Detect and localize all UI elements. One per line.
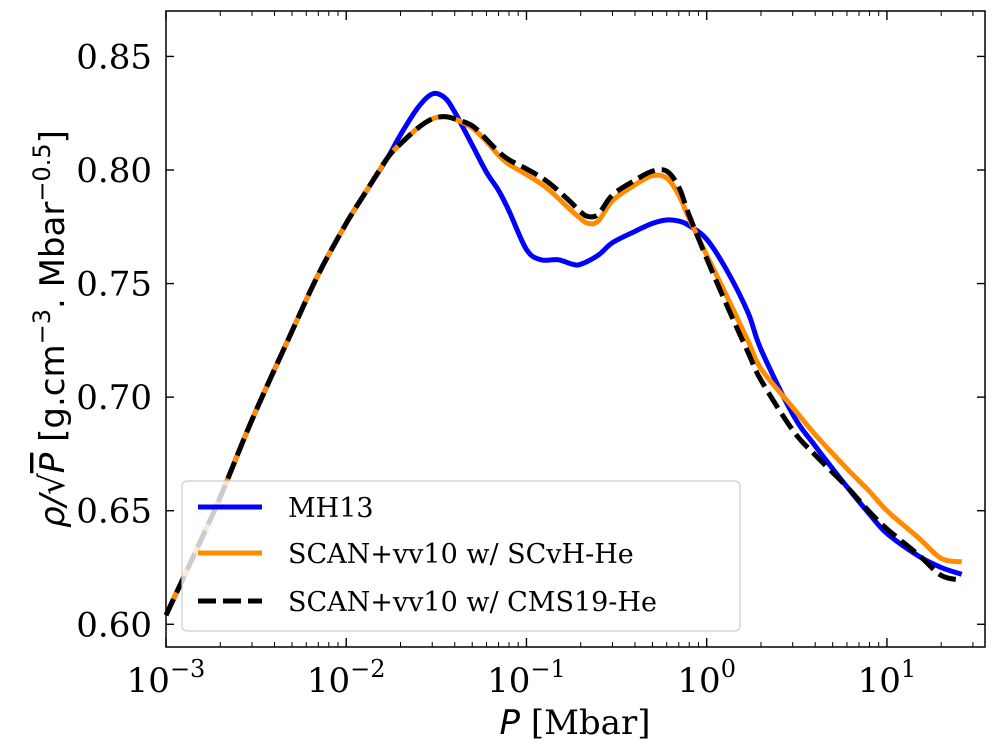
legend-box xyxy=(181,480,741,632)
x-tick-label-exp: 1 xyxy=(901,655,916,683)
plot-frame xyxy=(165,10,986,648)
legend-label-cms19: SCAN+vv10 w/ CMS19-He xyxy=(288,587,657,618)
y-axis-label-close: ] xyxy=(33,130,73,143)
y-tick-label: 0.80 xyxy=(76,151,152,191)
y-tick-label: 0.60 xyxy=(76,605,152,645)
y-axis-label-unit2: . Mbar xyxy=(33,202,73,309)
x-axis-label-symbol: P xyxy=(500,703,521,743)
y-tick-label: 0.65 xyxy=(76,492,152,532)
legend-label-mh13: MH13 xyxy=(288,493,374,524)
x-tick-label-base: 10 xyxy=(677,661,720,701)
x-tick-label: 10−3 xyxy=(127,655,206,701)
series-layer xyxy=(163,90,963,617)
x-tick-label-base: 10 xyxy=(858,661,901,701)
x-tick-label-base: 10 xyxy=(127,661,170,701)
y-axis-label-rho: ρ/√ xyxy=(33,473,73,528)
series-line-3 xyxy=(163,114,963,617)
y-axis-label: ρ/√P [g.cm−3. Mbar−0.5] xyxy=(28,130,73,528)
x-tick-label-exp: 0 xyxy=(721,655,736,683)
x-tick-label-exp: −2 xyxy=(350,655,385,683)
x-tick-label-exp: −1 xyxy=(530,655,565,683)
series-line-2 xyxy=(163,114,963,617)
x-tick-label-exp: −3 xyxy=(170,655,205,683)
y-axis-label-p: P xyxy=(33,452,73,473)
x-tick-label: 100 xyxy=(677,655,736,701)
y-axis-label-group: ρ/√P [g.cm−3. Mbar−0.5] xyxy=(28,130,73,528)
x-axis-label-unit: [Mbar] xyxy=(520,703,650,743)
legend: MH13 SCAN+vv10 w/ SCvH-He SCAN+vv10 w/ C… xyxy=(181,480,741,632)
x-tick-label: 101 xyxy=(858,655,917,701)
y-axis-label-unit1: [g.cm xyxy=(33,344,73,452)
y-axis-label-exp2: −0.5 xyxy=(28,143,56,201)
y-tick-label: 0.75 xyxy=(76,265,152,305)
x-axis-label: P [Mbar] xyxy=(500,703,651,743)
x-tick-label: 10−1 xyxy=(487,655,566,701)
y-tick-label: 0.85 xyxy=(76,37,152,77)
y-axis-label-exp1: −3 xyxy=(28,309,56,344)
x-tick-label: 10−2 xyxy=(307,655,386,701)
x-tick-label-base: 10 xyxy=(307,661,350,701)
y-tick-label: 0.70 xyxy=(76,378,152,418)
x-tick-label-base: 10 xyxy=(487,661,530,701)
legend-label-scvh: SCAN+vv10 w/ SCvH-He xyxy=(288,539,634,570)
